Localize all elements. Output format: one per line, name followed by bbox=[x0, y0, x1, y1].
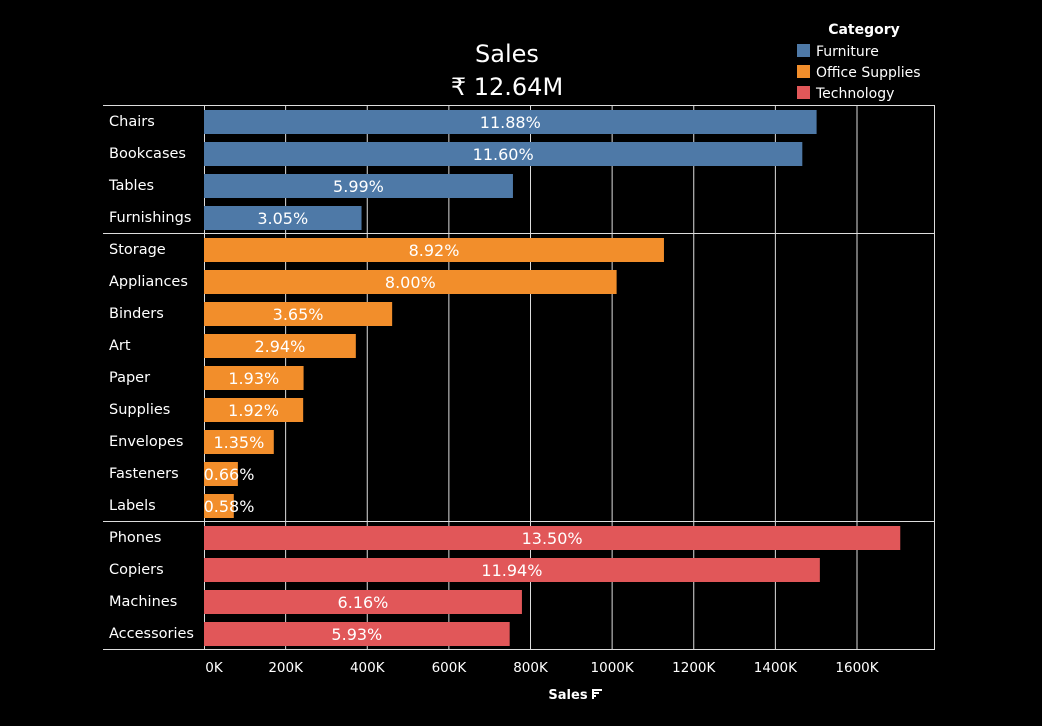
row-label-copiers: Copiers bbox=[109, 562, 164, 578]
chart-title: Sales bbox=[475, 40, 539, 68]
legend-swatch-technology[interactable] bbox=[797, 86, 810, 99]
data-label-machines: 6.16% bbox=[338, 593, 389, 612]
data-label-tables: 5.99% bbox=[333, 177, 384, 196]
row-label-tables: Tables bbox=[108, 178, 154, 194]
legend-label-technology[interactable]: Technology bbox=[815, 86, 894, 102]
bar-art[interactable] bbox=[204, 334, 356, 358]
row-label-bookcases: Bookcases bbox=[109, 146, 186, 162]
row-label-paper: Paper bbox=[109, 370, 150, 386]
row-label-phones: Phones bbox=[109, 530, 161, 546]
data-label-furnishings: 3.05% bbox=[257, 209, 308, 228]
row-label-labels: Labels bbox=[109, 498, 156, 514]
bar-appliances[interactable] bbox=[204, 270, 617, 294]
bar-copiers[interactable] bbox=[204, 558, 820, 582]
plot-frame bbox=[103, 105, 935, 650]
row-label-fasteners: Fasteners bbox=[109, 466, 179, 482]
bar-storage[interactable] bbox=[204, 238, 664, 262]
legend: Category Furniture Office Supplies Technol… bbox=[797, 22, 921, 102]
bar-envelopes[interactable] bbox=[204, 430, 274, 454]
row-label-machines: Machines bbox=[109, 594, 177, 610]
x-tick-label: 1400K bbox=[754, 660, 798, 676]
legend-label-office-supplies[interactable]: Office Supplies bbox=[816, 65, 921, 81]
bar-tables[interactable] bbox=[204, 174, 513, 198]
bar-paper[interactable] bbox=[204, 366, 304, 390]
data-label-bookcases: 11.60% bbox=[473, 145, 534, 164]
bar-furnishings[interactable] bbox=[204, 206, 362, 230]
bar-fasteners[interactable] bbox=[204, 462, 238, 486]
x-tick-label: 1200K bbox=[672, 660, 716, 676]
data-label-labels: 0.58% bbox=[204, 497, 255, 516]
x-tick-label: 1000K bbox=[591, 660, 635, 676]
bar-accessories[interactable] bbox=[204, 622, 510, 646]
row-label-furnishings: Furnishings bbox=[109, 210, 191, 226]
bar-chairs[interactable] bbox=[204, 110, 817, 134]
legend-label-furniture[interactable]: Furniture bbox=[816, 44, 879, 60]
bar-machines[interactable] bbox=[204, 590, 522, 614]
bar-bookcases[interactable] bbox=[204, 142, 803, 166]
row-label-appliances: Appliances bbox=[109, 274, 188, 290]
x-tick-label: 0K bbox=[205, 660, 224, 676]
legend-swatch-office-supplies[interactable] bbox=[797, 65, 810, 78]
bar-binders[interactable] bbox=[204, 302, 393, 326]
chart-subtitle: ₹ 12.64M bbox=[451, 73, 563, 101]
row-label-art: Art bbox=[109, 338, 131, 354]
data-label-copiers: 11.94% bbox=[481, 561, 542, 580]
data-label-accessories: 5.93% bbox=[331, 625, 382, 644]
bar-labels[interactable] bbox=[204, 494, 234, 518]
row-label-supplies: Supplies bbox=[109, 402, 170, 418]
row-label-storage: Storage bbox=[109, 242, 166, 258]
x-tick-label: 800K bbox=[513, 660, 549, 676]
data-label-paper: 1.93% bbox=[228, 369, 279, 388]
x-tick-label: 1600K bbox=[835, 660, 879, 676]
data-label-phones: 13.50% bbox=[522, 529, 583, 548]
legend-title: Category bbox=[828, 22, 900, 38]
x-tick-label: 200K bbox=[268, 660, 304, 676]
data-label-supplies: 1.92% bbox=[228, 401, 279, 420]
legend-swatch-furniture[interactable] bbox=[797, 44, 810, 57]
x-tick-label: 600K bbox=[432, 660, 468, 676]
row-label-chairs: Chairs bbox=[109, 114, 155, 130]
bars: 11.88% 11.60% 5.99% 3.05% 8.92% 8.00% 3.65% 2.9… bbox=[204, 110, 901, 646]
x-axis-label: Sales bbox=[548, 688, 587, 703]
x-tick-label: 400K bbox=[350, 660, 386, 676]
row-label-binders: Binders bbox=[109, 306, 164, 322]
data-label-chairs: 11.88% bbox=[480, 113, 541, 132]
data-label-binders: 3.65% bbox=[273, 305, 324, 324]
data-label-fasteners: 0.66% bbox=[204, 465, 255, 484]
data-label-storage: 8.92% bbox=[409, 241, 460, 260]
data-label-envelopes: 1.35% bbox=[213, 433, 264, 452]
sort-descending-icon[interactable] bbox=[592, 689, 602, 699]
row-label-accessories: Accessories bbox=[109, 626, 194, 642]
x-axis-ticks: 0K 200K 400K 600K 800K 1000K 1200K 1400K 1600K bbox=[205, 660, 879, 676]
bar-supplies[interactable] bbox=[204, 398, 304, 422]
data-label-art: 2.94% bbox=[254, 337, 305, 356]
row-labels: Chairs Bookcases Tables Furnishings Storage A… bbox=[108, 114, 194, 642]
bar-phones[interactable] bbox=[204, 526, 901, 550]
row-label-envelopes: Envelopes bbox=[109, 434, 183, 450]
data-label-appliances: 8.00% bbox=[385, 273, 436, 292]
